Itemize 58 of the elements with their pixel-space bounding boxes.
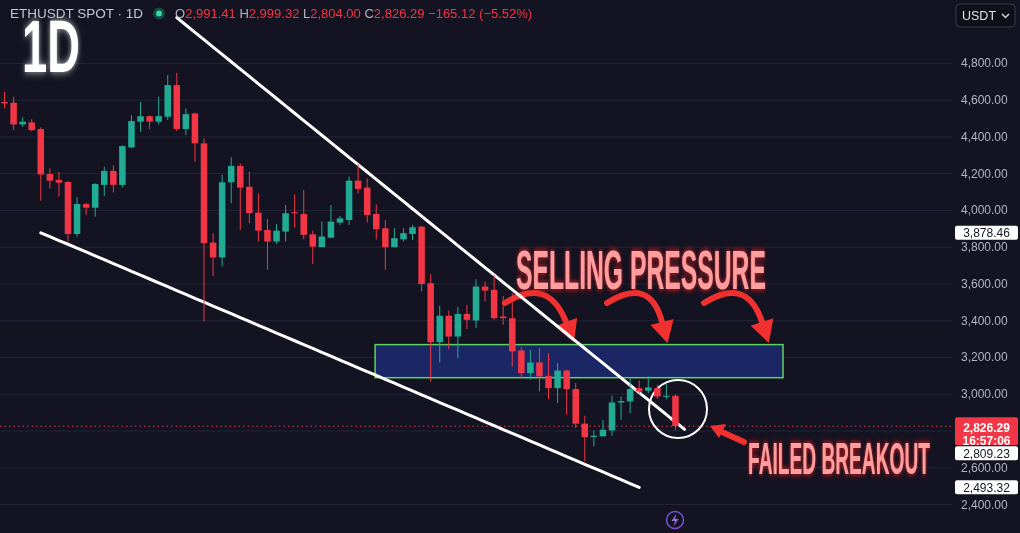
- y-tick-label: 3,000.00: [961, 387, 1009, 402]
- y-tick-label: 3,200.00: [961, 350, 1009, 365]
- text: 2,809.23: [963, 446, 1011, 461]
- candlestick: [518, 346, 525, 380]
- candlestick: [527, 349, 534, 381]
- candlestick: [46, 167, 54, 189]
- candlestick: [626, 377, 634, 414]
- candlestick: [282, 204, 289, 242]
- text: O2,991.41 H2,999.32 L2,804.00 C2,826.29 −165.12 (−5.52%): [175, 6, 533, 21]
- text: 3,878.46: [963, 226, 1011, 241]
- y-axis-title: USDT: [962, 9, 997, 23]
- candlestick: [82, 202, 90, 216]
- y-tick-label: 4,600.00: [961, 93, 1009, 108]
- candlestick: [327, 204, 335, 239]
- y-tick-label: 4,000.00: [961, 203, 1009, 218]
- candlestick: [536, 347, 543, 392]
- candlestick: [563, 369, 570, 416]
- chart-title: ETHUSDT SPOT · 1D: [10, 6, 144, 21]
- y-tick-label: 2,400.00: [961, 497, 1009, 512]
- candlestick: [554, 362, 561, 404]
- annotation: FAILED BREAKOUT: [748, 433, 931, 484]
- candlestick: [300, 189, 307, 240]
- candlestick: [255, 192, 262, 242]
- candlestick: [545, 352, 552, 400]
- candlestick: [182, 107, 190, 136]
- ref-line-label: 2,826.29: [963, 420, 1011, 435]
- y-tick-label: 4,800.00: [961, 56, 1009, 71]
- candlestick: [91, 182, 99, 218]
- text: 16:57:06: [962, 433, 1011, 448]
- candlestick: [237, 162, 244, 231]
- candlestick: [499, 295, 507, 326]
- candlestick: [55, 171, 63, 198]
- y-tick-label: 3,600.00: [961, 276, 1009, 291]
- candlestick: [155, 96, 162, 125]
- candlestick: [382, 219, 389, 271]
- candlestick: [101, 166, 108, 197]
- text: 2,493.32: [963, 480, 1011, 495]
- candlestick: [264, 218, 271, 271]
- candlestick: [309, 230, 317, 265]
- candlestick: [273, 223, 280, 245]
- candlestick: [137, 101, 144, 133]
- candlestick: [481, 281, 489, 303]
- candlestick: [373, 203, 380, 240]
- candlestick: [10, 96, 17, 131]
- y-tick-label: 4,400.00: [961, 129, 1009, 144]
- candlestick: [463, 304, 471, 330]
- candlestick: [663, 382, 670, 400]
- candlestick: [617, 395, 625, 421]
- candlestick: [291, 193, 298, 228]
- y-tick-label: 4,200.00: [961, 166, 1009, 181]
- candlestick: [445, 310, 453, 350]
- annotation: SELLING PRESSURE: [516, 238, 766, 301]
- y-tick-label: 3,400.00: [961, 313, 1009, 328]
- candlestick: [454, 306, 462, 359]
- candlestick: [227, 156, 235, 204]
- y-tick-label: 2,600.00: [961, 460, 1009, 475]
- y-tick-label: 3,800.00: [961, 240, 1009, 255]
- candlestick: [110, 164, 117, 194]
